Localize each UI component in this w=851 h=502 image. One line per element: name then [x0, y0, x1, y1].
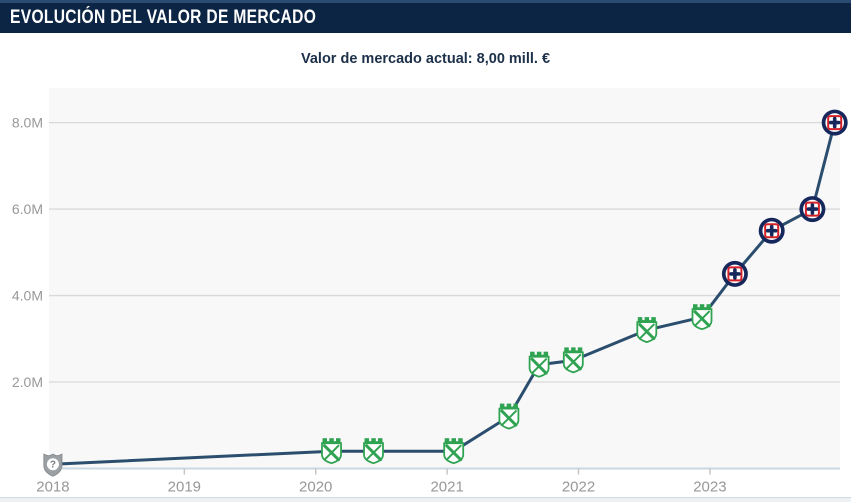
svg-text:?: ?	[50, 460, 56, 471]
current-market-value-text: Valor de mercado actual: 8,00 mill. €	[300, 51, 551, 67]
y-axis-tick-label: 2.0M	[12, 374, 43, 390]
market-value-point cruz-azul-badge-icon[interactable]	[799, 196, 826, 223]
page-background-strip	[0, 497, 851, 502]
market-value-point atletico-nacional-badge-icon[interactable]	[443, 438, 465, 465]
plot-area	[49, 88, 840, 469]
market-value-point atletico-nacional-badge-icon[interactable]	[498, 403, 520, 430]
y-axis-tick-label: 4.0M	[12, 288, 43, 304]
market-value-point atletico-nacional-badge-icon[interactable]	[636, 317, 658, 344]
y-axis-tick-label: 6.0M	[12, 201, 43, 217]
market-value-point question-shield-icon[interactable]: ?	[43, 453, 63, 477]
x-axis-tick-label: 2022	[562, 479, 595, 496]
market-value-point cruz-azul-badge-icon[interactable]	[721, 260, 748, 287]
x-axis-tick-label: 2020	[299, 479, 332, 496]
market-value-point atletico-nacional-badge-icon[interactable]	[691, 304, 713, 331]
market-value-point atletico-nacional-badge-icon[interactable]	[363, 438, 384, 465]
x-axis-tick-label: 2021	[430, 479, 463, 496]
market-value-point atletico-nacional-badge-icon[interactable]	[321, 438, 342, 465]
x-axis-tick-label: 2023	[693, 479, 726, 496]
market-value-point cruz-azul-badge-icon[interactable]	[758, 217, 785, 244]
panel-title: EVOLUCIÓN DEL VALOR DE MERCADO	[10, 7, 317, 28]
x-axis-tick-label: 2019	[168, 479, 201, 496]
market-value-point atletico-nacional-badge-icon[interactable]	[562, 347, 584, 374]
y-axis-tick-label: 8.0M	[12, 115, 43, 131]
market-value-point cruz-azul-badge-icon[interactable]	[821, 109, 848, 136]
market-value-point atletico-nacional-badge-icon[interactable]	[528, 351, 550, 378]
x-axis-tick-label: 2018	[36, 479, 69, 496]
panel-header: EVOLUCIÓN DEL VALOR DE MERCADO	[0, 0, 851, 33]
